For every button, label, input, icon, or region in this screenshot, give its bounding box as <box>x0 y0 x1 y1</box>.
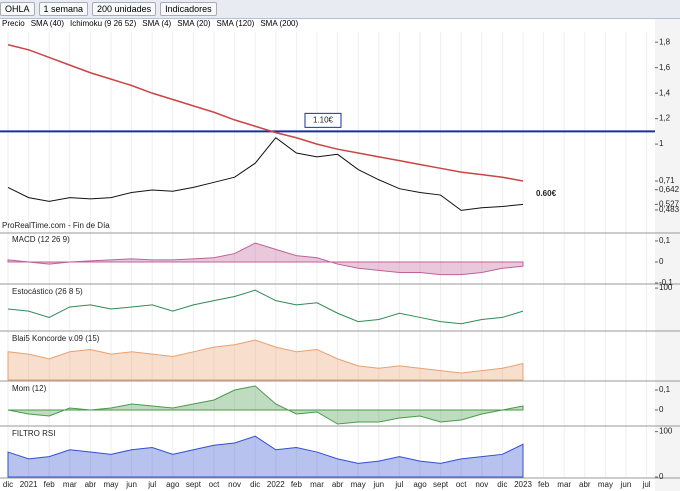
time-label: dic <box>497 480 507 489</box>
time-label: feb <box>291 480 303 489</box>
panel-title: FILTRO RSI <box>12 429 55 438</box>
time-label: 2023 <box>514 480 532 489</box>
panel-title: MACD (12 26 9) <box>12 235 70 244</box>
area <box>7 339 524 381</box>
legend-entry[interactable]: Precio <box>2 19 25 28</box>
y-tick-label: 1,6 <box>659 63 671 72</box>
time-label: abr <box>85 480 97 489</box>
time-label: sept <box>186 480 202 489</box>
y-tick-label: 0,483 <box>659 205 680 214</box>
panel-title: Mom (12) <box>12 384 47 393</box>
time-label: sept <box>433 480 449 489</box>
time-label: feb <box>44 480 56 489</box>
legend-entry[interactable]: SMA (20) <box>177 19 211 28</box>
time-label: 2022 <box>267 480 285 489</box>
y-tick-label: 0 <box>659 257 664 266</box>
time-label: nov <box>475 480 488 489</box>
time-label: jun <box>620 480 632 489</box>
y-tick-label: 0,527 <box>659 199 680 208</box>
time-label: ago <box>166 480 180 489</box>
watermark: ProRealTime.com - Fin de Día <box>2 221 110 230</box>
level-label: 1.10€ <box>313 115 334 124</box>
time-label: feb <box>538 480 550 489</box>
panel-title: Estocástico (26 8 5) <box>12 287 83 296</box>
time-label: jun <box>372 480 384 489</box>
time-label: may <box>351 480 366 489</box>
y-tick-label: 0 <box>659 405 664 414</box>
area <box>7 435 524 478</box>
units[interactable]: 200 unidades <box>92 2 157 16</box>
time-label: may <box>103 480 118 489</box>
area <box>7 242 524 276</box>
legend-entry[interactable]: SMA (200) <box>260 19 299 28</box>
y-tick-label: -0,1 <box>659 278 673 287</box>
time-label: 2021 <box>20 480 38 489</box>
legend: Precio SMA (40) Ichimoku (9 26 52) SMA (4) S… <box>0 19 657 31</box>
legend-entry[interactable]: SMA (40) <box>30 19 65 28</box>
time-label: may <box>598 480 613 489</box>
time-label: dic <box>3 480 13 489</box>
y-tick-label: 0,71 <box>659 176 675 185</box>
area <box>7 385 524 425</box>
y-tick-label: 1,4 <box>659 88 671 97</box>
y-tick-label: 1,2 <box>659 114 671 123</box>
line <box>7 137 524 211</box>
time-label: mar <box>310 480 324 489</box>
panel-title: Blai5 Koncorde v.09 (15) <box>12 334 100 343</box>
indicators[interactable]: Indicadores <box>160 2 217 16</box>
y-tick-label: 1 <box>659 139 664 148</box>
time-label: abr <box>579 480 591 489</box>
time-label: ago <box>413 480 427 489</box>
time-label: jul <box>642 480 651 489</box>
y-tick-label: 100 <box>659 427 673 436</box>
y-tick-label: 0,642 <box>659 185 680 194</box>
time-label: jul <box>147 480 156 489</box>
time-label: oct <box>209 480 220 489</box>
legend-entry[interactable]: SMA (4) <box>142 19 172 28</box>
time-label: mar <box>63 480 77 489</box>
time-label: dic <box>250 480 260 489</box>
time-label: nov <box>228 480 241 489</box>
symbol[interactable]: OHLA <box>0 2 35 16</box>
level-box <box>304 112 342 128</box>
toolbar: OHLA 1 semana 200 unidades Indicadores <box>0 0 680 19</box>
time-label: mar <box>557 480 571 489</box>
time-label: jun <box>125 480 137 489</box>
line <box>7 289 524 325</box>
time-label: oct <box>456 480 467 489</box>
axis-bg <box>655 19 680 491</box>
y-tick-label: 0,1 <box>659 385 671 394</box>
legend-entry[interactable]: Ichimoku (9 26 52) <box>70 19 137 28</box>
y-tick-label: 1,8 <box>659 37 671 46</box>
line <box>7 44 524 182</box>
time-label: abr <box>332 480 344 489</box>
y-tick-label: 100 <box>659 283 673 292</box>
y-tick-label: 0,1 <box>659 236 671 245</box>
annotation: 0.60€ <box>536 189 557 198</box>
period[interactable]: 1 semana <box>38 2 89 16</box>
y-tick-label: 0 <box>659 472 664 481</box>
legend-entry[interactable]: SMA (120) <box>216 19 255 28</box>
time-label: jul <box>394 480 403 489</box>
